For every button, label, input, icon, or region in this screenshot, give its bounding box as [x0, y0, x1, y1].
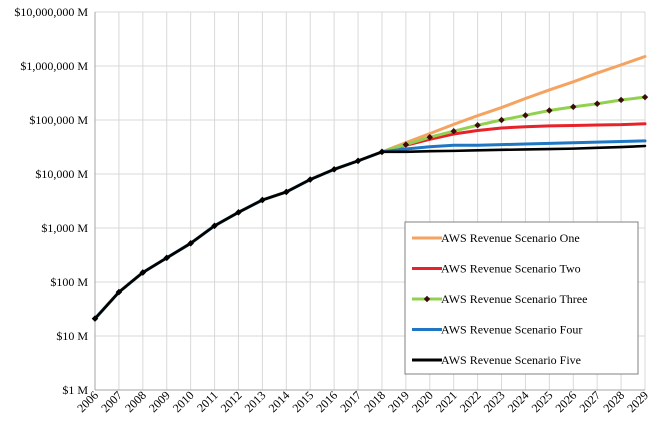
x-tick-label: 2022 — [457, 388, 484, 415]
x-tick-label: 2021 — [433, 388, 460, 415]
series-5-marker — [91, 315, 99, 322]
x-tick-label: 2019 — [385, 388, 412, 415]
series-3-marker — [641, 93, 649, 101]
x-tick-label: 2012 — [218, 388, 245, 415]
series-3-marker — [570, 103, 577, 111]
x-tick-label: 2025 — [529, 388, 556, 415]
series-lines — [93, 54, 647, 321]
y-tick-label: $100,000 M — [29, 113, 88, 127]
series-3-marker — [617, 96, 625, 104]
legend-label-3: AWS Revenue Scenario Three — [441, 292, 587, 306]
series-5-marker — [283, 188, 290, 196]
series-3-marker — [522, 112, 529, 119]
x-tick-label: 2013 — [242, 388, 269, 415]
series-5-marker — [259, 196, 266, 204]
x-tick-label: 2010 — [170, 388, 197, 415]
x-tick-label: 2016 — [313, 388, 340, 415]
x-tick-label: 2014 — [266, 388, 293, 415]
y-tick-label: $100 M — [50, 275, 88, 289]
x-tick-label: 2011 — [194, 388, 221, 415]
legend-label-2: AWS Revenue Scenario Two — [441, 262, 581, 276]
x-tick-label: 2020 — [409, 388, 436, 415]
x-axis-tick-labels: 2006200720082009201020112012201320142015… — [74, 388, 651, 415]
series-5-marker — [330, 166, 338, 173]
series-3-marker — [450, 128, 457, 135]
x-tick-label: 2017 — [337, 388, 364, 415]
y-tick-label: $10,000 M — [35, 167, 88, 181]
series-5-marker — [187, 240, 194, 247]
series-3-marker — [593, 100, 601, 107]
x-tick-label: 2028 — [600, 388, 627, 415]
x-tick-label: 2015 — [289, 388, 316, 415]
series-5-marker — [235, 209, 242, 216]
series-markers — [91, 93, 649, 322]
x-tick-label: 2027 — [576, 388, 603, 415]
axes — [94, 12, 645, 391]
series-5-marker — [378, 148, 386, 156]
x-tick-label: 2024 — [505, 388, 532, 415]
y-tick-label: $10 M — [56, 329, 88, 343]
legend-swatch-marker — [423, 295, 431, 303]
series-5-marker — [307, 176, 314, 183]
series-5-marker — [354, 157, 362, 165]
series-5-marker — [163, 254, 170, 262]
x-tick-label: 2023 — [481, 388, 508, 415]
x-tick-label: 2009 — [146, 388, 173, 415]
y-tick-label: $1,000 M — [41, 221, 88, 235]
series-3-marker — [402, 141, 410, 148]
series-line-5 — [93, 144, 647, 320]
series-5-marker — [211, 222, 218, 229]
series-5-marker — [139, 269, 147, 276]
y-tick-label: $1 M — [62, 383, 88, 397]
x-tick-label: 2008 — [122, 388, 149, 415]
y-tick-label: $1,000,000 M — [20, 59, 88, 73]
x-tick-label: 2026 — [553, 388, 580, 415]
y-tick-label: $10,000,000 M — [14, 5, 88, 19]
x-tick-label: 2018 — [361, 388, 388, 415]
legend-box — [404, 221, 639, 375]
x-tick-label: 2007 — [98, 388, 125, 415]
y-axis-tick-labels: $1 M $10 M $100 M $1,000 M $10,000 M $100,000… — [14, 5, 88, 397]
legend-label-1: AWS Revenue Scenario One — [441, 231, 580, 245]
legend: AWS Revenue Scenario One AWS Revenue Scen… — [404, 221, 639, 375]
series-3-marker — [474, 122, 481, 129]
series-3-marker — [546, 107, 553, 114]
legend-label-4: AWS Revenue Scenario Four — [441, 323, 582, 337]
legend-label-5: AWS Revenue Scenario Five — [441, 353, 581, 367]
series-5-marker — [115, 288, 123, 296]
x-tick-label: 2029 — [624, 388, 651, 415]
series-3-marker — [498, 116, 505, 124]
series-3-marker — [426, 134, 433, 141]
